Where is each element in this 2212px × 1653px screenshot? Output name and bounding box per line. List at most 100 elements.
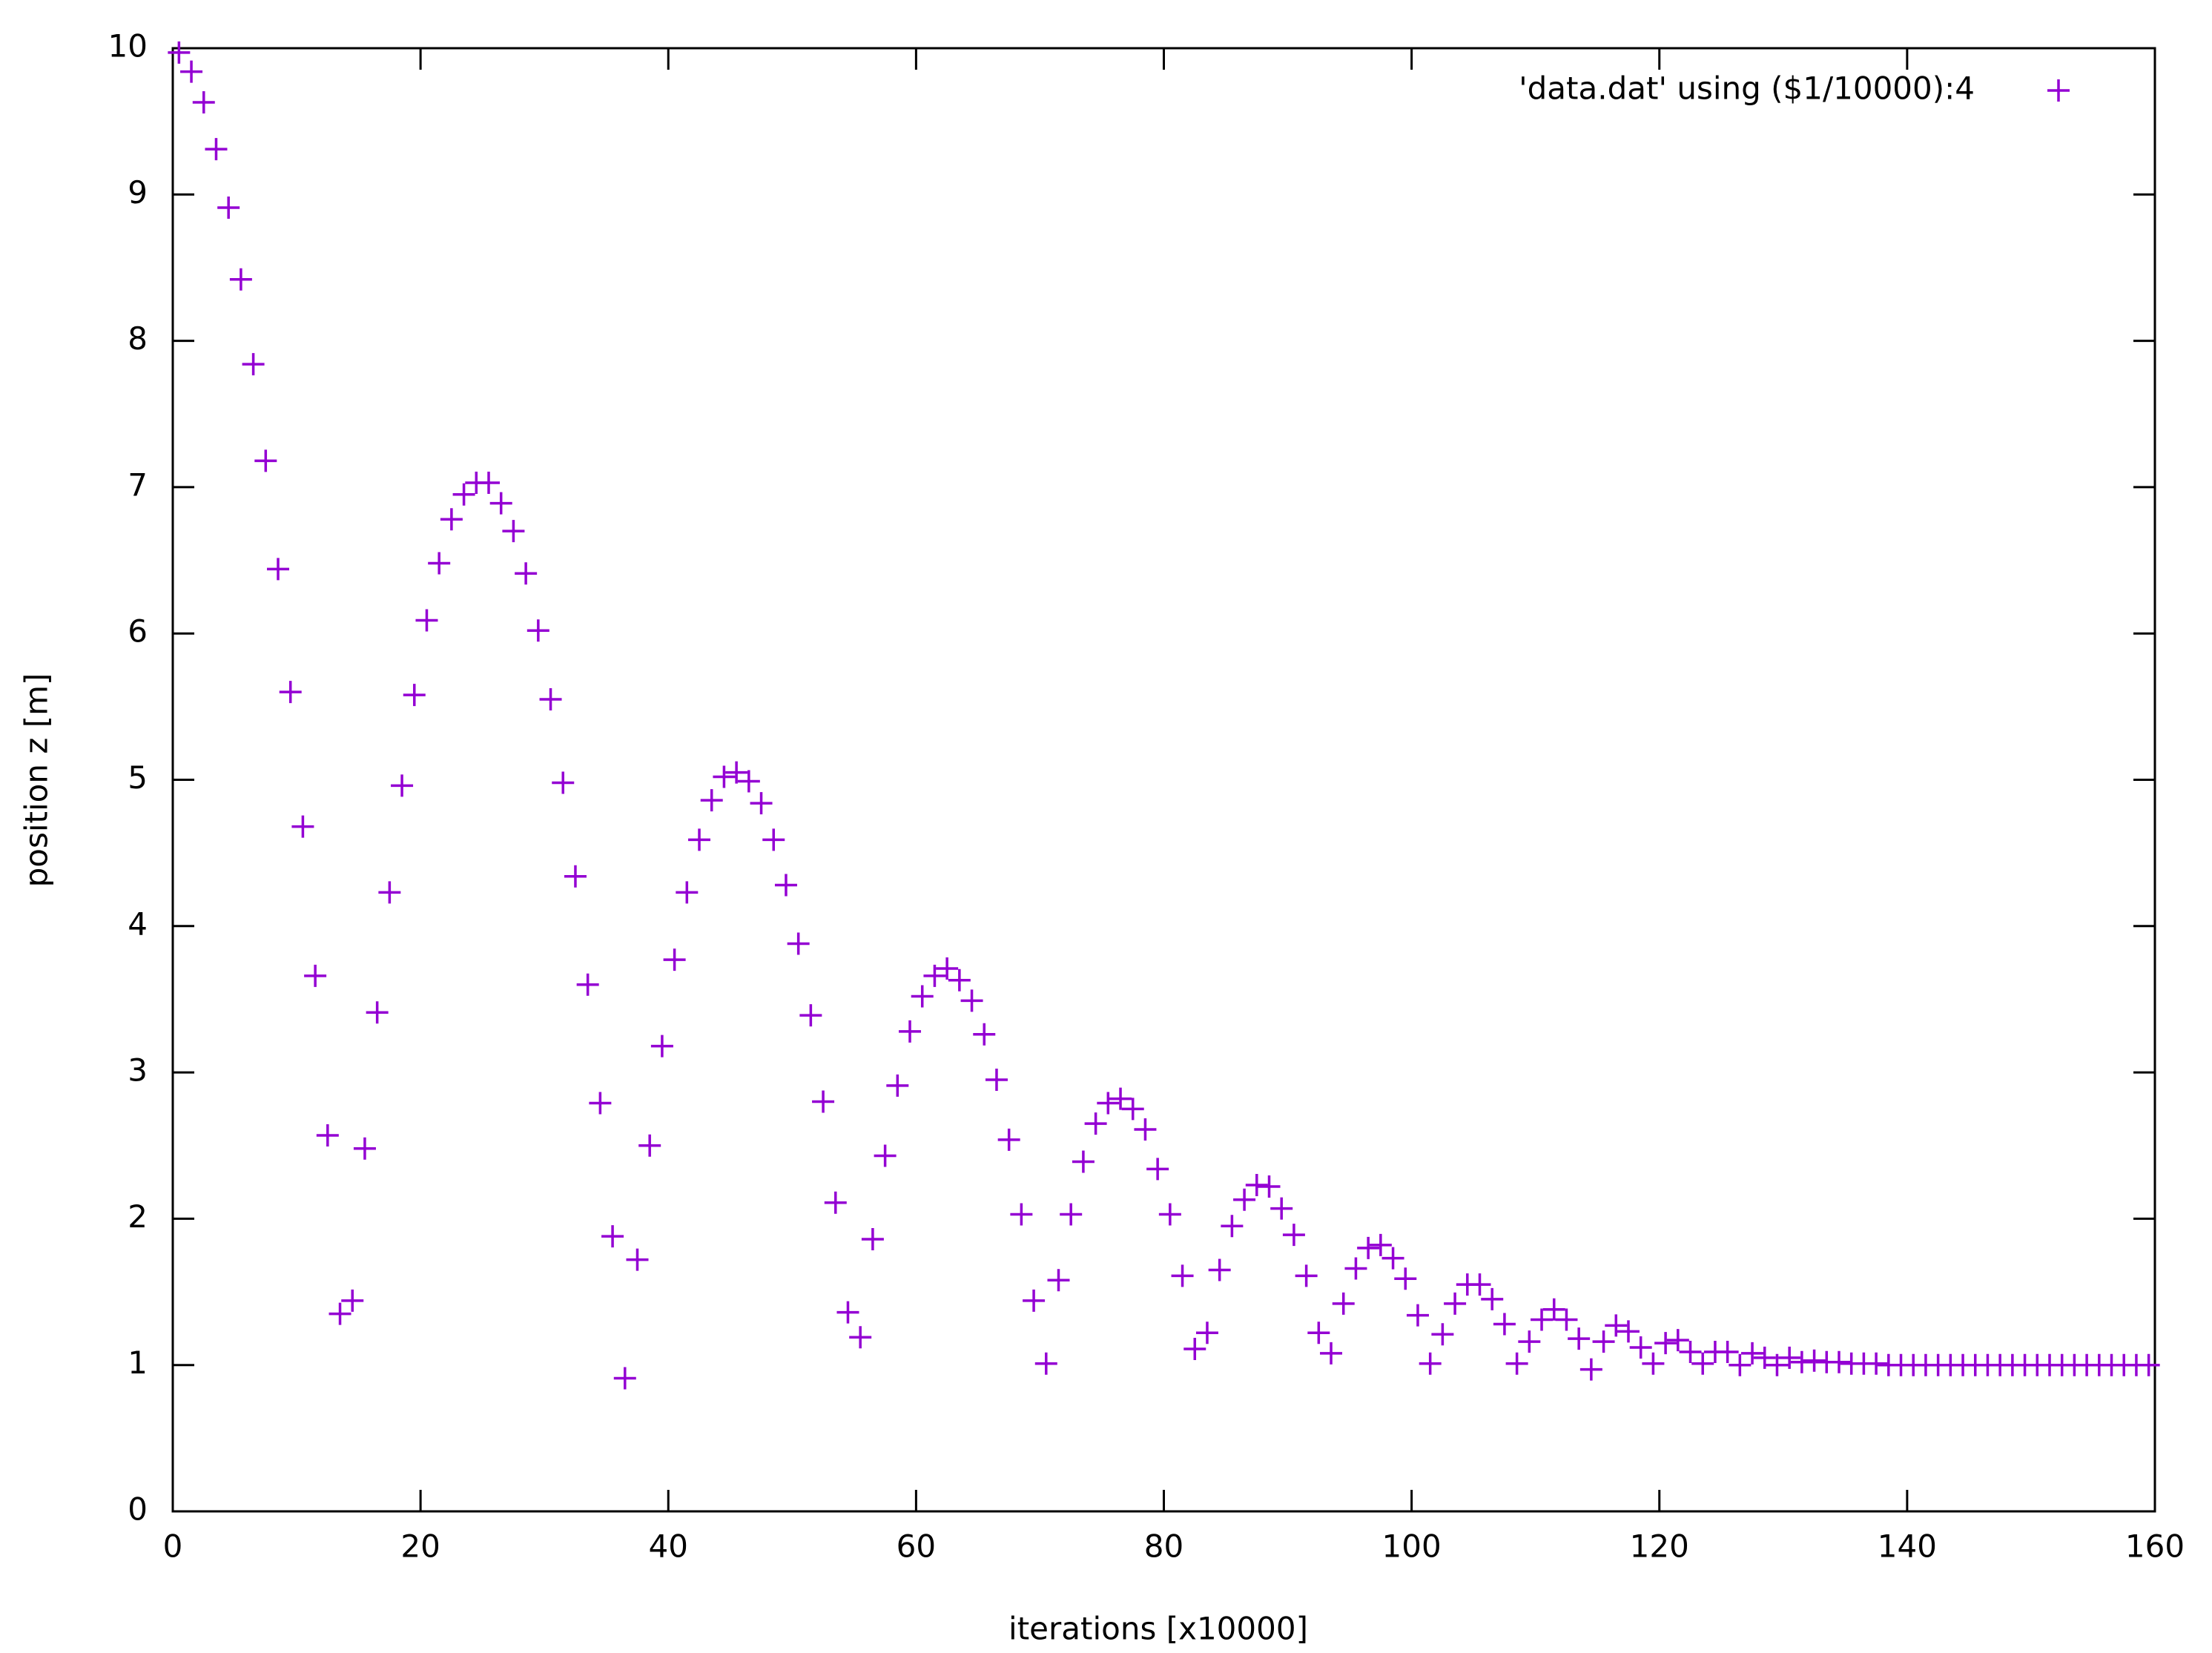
point bbox=[1097, 1092, 1120, 1115]
point bbox=[1592, 1330, 1615, 1353]
point bbox=[737, 770, 760, 793]
point bbox=[1617, 1320, 1640, 1343]
point bbox=[1282, 1224, 1305, 1247]
point bbox=[291, 815, 314, 838]
legend-marker bbox=[2047, 79, 2070, 102]
point bbox=[391, 774, 414, 797]
y-tick-label: 2 bbox=[128, 1198, 148, 1235]
point bbox=[589, 1092, 612, 1115]
point bbox=[1195, 1322, 1218, 1344]
point bbox=[1183, 1338, 1206, 1360]
point bbox=[489, 492, 512, 515]
point bbox=[316, 1124, 339, 1146]
point bbox=[1295, 1264, 1318, 1287]
x-tick-label: 40 bbox=[649, 1528, 688, 1565]
point bbox=[1034, 1352, 1057, 1375]
point bbox=[242, 353, 265, 376]
point bbox=[638, 1134, 661, 1157]
point bbox=[923, 964, 946, 987]
point bbox=[650, 1035, 673, 1058]
point bbox=[1344, 1257, 1367, 1280]
point bbox=[539, 687, 562, 710]
point bbox=[1778, 1346, 1801, 1369]
y-tick-label: 1 bbox=[128, 1344, 148, 1381]
point bbox=[1084, 1112, 1107, 1135]
point bbox=[254, 449, 277, 472]
point bbox=[229, 268, 252, 291]
point bbox=[1047, 1269, 1070, 1292]
point bbox=[874, 1144, 897, 1167]
point bbox=[1741, 1342, 1764, 1365]
point bbox=[1419, 1352, 1442, 1375]
point bbox=[180, 60, 203, 83]
point bbox=[713, 765, 736, 788]
point bbox=[378, 881, 401, 904]
point bbox=[168, 41, 191, 64]
point bbox=[1542, 1298, 1565, 1321]
point bbox=[1753, 1346, 1776, 1369]
point bbox=[1666, 1329, 1689, 1352]
point bbox=[329, 1302, 351, 1325]
point bbox=[1531, 1308, 1554, 1331]
point bbox=[1357, 1236, 1380, 1259]
plot-frame bbox=[171, 47, 2156, 1513]
point bbox=[936, 957, 959, 980]
point bbox=[1208, 1258, 1231, 1281]
point bbox=[452, 483, 475, 506]
point bbox=[1258, 1175, 1281, 1198]
point bbox=[1023, 1289, 1046, 1312]
point bbox=[1679, 1340, 1702, 1363]
x-tick-label: 80 bbox=[1144, 1528, 1183, 1565]
x-tick-label: 20 bbox=[400, 1528, 440, 1565]
point bbox=[1406, 1304, 1429, 1327]
point bbox=[1221, 1215, 1244, 1238]
point bbox=[911, 985, 934, 1008]
point bbox=[985, 1068, 1008, 1091]
point bbox=[366, 1001, 389, 1024]
point bbox=[849, 1326, 872, 1349]
point bbox=[1518, 1330, 1541, 1353]
point bbox=[626, 1248, 649, 1271]
x-tick-label: 160 bbox=[2125, 1528, 2185, 1565]
point bbox=[613, 1367, 636, 1390]
point bbox=[515, 562, 538, 585]
point bbox=[750, 792, 773, 815]
point bbox=[799, 1004, 822, 1027]
point bbox=[1010, 1203, 1033, 1226]
point bbox=[1431, 1323, 1454, 1346]
point bbox=[1468, 1273, 1491, 1296]
point bbox=[973, 1023, 996, 1046]
point bbox=[1158, 1203, 1181, 1226]
point bbox=[1605, 1314, 1628, 1337]
legend-label: 'data.dat' using ($1/10000):4 bbox=[1519, 70, 1975, 107]
y-axis-label: position z [m] bbox=[19, 673, 55, 888]
y-tick-label: 9 bbox=[128, 174, 148, 211]
point bbox=[1766, 1353, 1789, 1376]
point bbox=[1072, 1150, 1095, 1173]
point bbox=[1369, 1233, 1392, 1256]
point bbox=[1307, 1322, 1330, 1344]
point bbox=[552, 771, 575, 794]
point bbox=[304, 964, 327, 987]
point bbox=[1827, 1350, 1850, 1373]
point bbox=[1146, 1158, 1169, 1181]
point bbox=[663, 948, 686, 971]
point bbox=[1270, 1197, 1293, 1220]
point bbox=[1629, 1336, 1652, 1359]
point bbox=[440, 508, 463, 531]
point bbox=[1579, 1358, 1602, 1381]
point bbox=[341, 1289, 364, 1312]
point bbox=[564, 865, 587, 888]
point bbox=[403, 684, 426, 707]
point bbox=[1654, 1332, 1677, 1355]
point bbox=[1171, 1264, 1194, 1287]
point bbox=[1121, 1098, 1144, 1121]
point bbox=[812, 1090, 835, 1113]
y-tick-label: 5 bbox=[128, 759, 148, 796]
point bbox=[1568, 1327, 1591, 1350]
point bbox=[1803, 1349, 1826, 1372]
x-tick-label: 60 bbox=[897, 1528, 936, 1565]
point bbox=[688, 828, 711, 851]
point bbox=[1505, 1352, 1528, 1375]
x-tick-label: 120 bbox=[1630, 1528, 1689, 1565]
